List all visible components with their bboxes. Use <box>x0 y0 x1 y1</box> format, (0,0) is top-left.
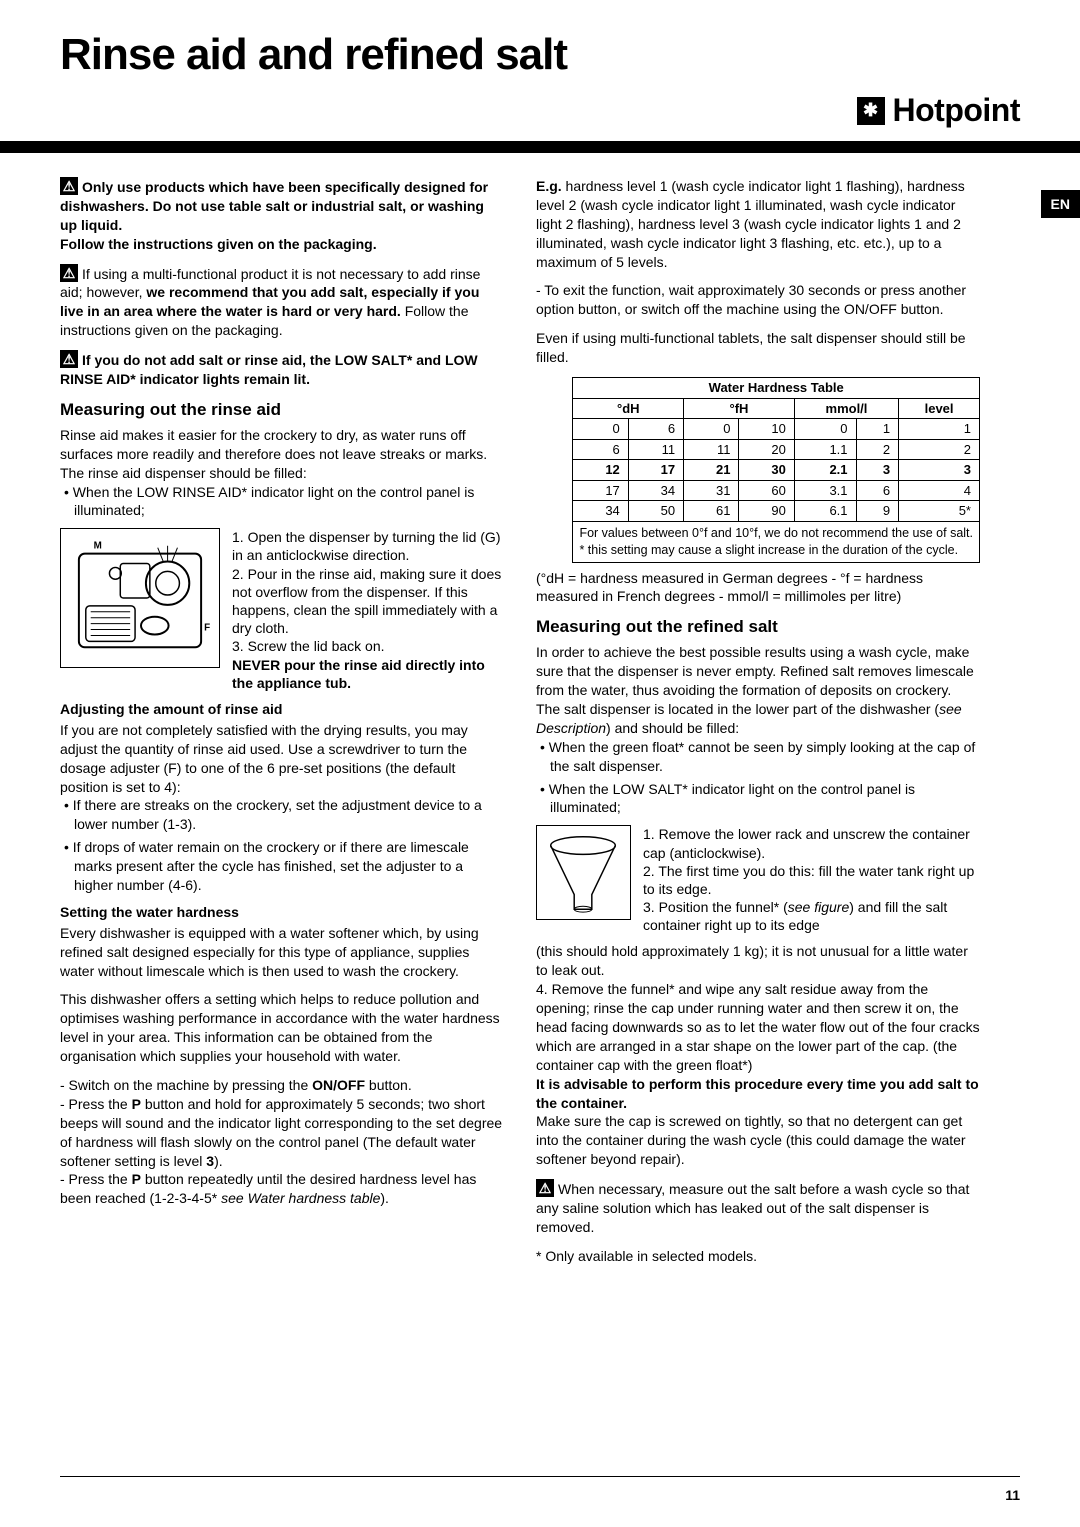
funnel-block: 1. Remove the lower rack and unscrew the… <box>536 825 980 934</box>
salt-bullet-2: • When the LOW SALT* indicator light on … <box>536 780 980 818</box>
dispenser-illustration: M F <box>60 528 220 668</box>
left-column: ⚠Only use products which have been speci… <box>60 177 504 1266</box>
brand-row: ✱ Hotpoint <box>60 92 1020 129</box>
warning-icon: ⚠ <box>60 350 78 368</box>
footnote: * Only available in selected models. <box>536 1247 980 1266</box>
dispenser-block: M F 1. Open the dispenser by turning the… <box>60 528 504 692</box>
water-hardness-table: Water Hardness Table °dH °fH mmol/l leve… <box>572 377 980 563</box>
funnel-illustration <box>536 825 631 920</box>
funnel-steps: 1. Remove the lower rack and unscrew the… <box>643 825 980 934</box>
rinse-fill-text: The rinse aid dispenser should be filled… <box>60 464 504 483</box>
rinse-intro: Rinse aid makes it easier for the crocke… <box>60 426 504 464</box>
table-row: 121721302.133 <box>573 460 980 481</box>
cap-tight: Make sure the cap is screwed on tightly,… <box>536 1112 980 1169</box>
header-rule <box>0 141 1080 153</box>
adjust-text: If you are not completely satisfied with… <box>60 721 504 797</box>
right-column: E.g. hardness level 1 (wash cycle indica… <box>536 177 1020 1266</box>
warning-salt-measure: ⚠When necessary, measure out the salt be… <box>536 1179 980 1237</box>
language-tab: EN <box>1041 190 1080 218</box>
dispenser-steps: 1. Open the dispenser by turning the lid… <box>232 528 504 692</box>
salt-bullet-1: • When the green float* cannot be seen b… <box>536 738 980 776</box>
table-row: 06010011 <box>573 419 980 440</box>
heading-hardness: Setting the water hardness <box>60 903 504 922</box>
multi-functional-note: ⚠If using a multi-functional product it … <box>60 264 504 341</box>
svg-text:M: M <box>94 541 102 552</box>
salt-p2: The salt dispenser is located in the low… <box>536 700 980 738</box>
rinse-bullet-1: • When the LOW RINSE AID* indicator ligh… <box>60 483 504 521</box>
warning-icon: ⚠ <box>60 177 78 195</box>
table-note: For values between 0°f and 10°f, we do n… <box>573 521 980 562</box>
footer-rule <box>60 1476 1020 1477</box>
salt-p1: In order to achieve the best possible re… <box>536 643 980 700</box>
salt-advise: It is advisable to perform this procedur… <box>536 1075 980 1113</box>
warning-icon: ⚠ <box>536 1179 554 1197</box>
heading-adjust-rinse: Adjusting the amount of rinse aid <box>60 700 504 719</box>
hardness-p2: This dishwasher offers a setting which h… <box>60 990 504 1066</box>
brand-name: Hotpoint <box>893 92 1021 129</box>
heading-rinse-aid: Measuring out the rinse aid <box>60 399 504 422</box>
hardness-step3: - Press the P button repeatedly until th… <box>60 1170 504 1208</box>
warning-products: ⚠Only use products which have been speci… <box>60 177 504 254</box>
warning-indicator: ⚠If you do not add salt or rinse aid, th… <box>60 350 504 389</box>
even-if-text: Even if using multi-functional tablets, … <box>536 329 980 367</box>
adjust-bullet-2: • If drops of water remain on the crocke… <box>60 838 504 895</box>
hardness-legend: (°dH = hardness measured in German degre… <box>536 569 980 607</box>
table-row: 345061906.195* <box>573 501 980 522</box>
page-number: 11 <box>1005 1487 1020 1503</box>
hardness-step2: - Press the P button and hold for approx… <box>60 1095 504 1171</box>
exit-text: - To exit the function, wait approximate… <box>536 281 980 319</box>
hardness-step1: - Switch on the machine by pressing the … <box>60 1076 504 1095</box>
warning-icon: ⚠ <box>60 264 78 282</box>
hardness-p1: Every dishwasher is equipped with a wate… <box>60 924 504 981</box>
content-columns: ⚠Only use products which have been speci… <box>60 177 1020 1266</box>
table-row: 173431603.164 <box>573 480 980 501</box>
table-header-row: °dH °fH mmol/l level <box>573 398 980 419</box>
adjust-bullet-1: • If there are streaks on the crockery, … <box>60 796 504 834</box>
funnel-step4: 4. Remove the funnel* and wipe any salt … <box>536 980 980 1074</box>
svg-text:F: F <box>204 623 210 634</box>
heading-salt: Measuring out the refined salt <box>536 616 980 639</box>
example-text: E.g. hardness level 1 (wash cycle indica… <box>536 177 980 271</box>
page-title: Rinse aid and refined salt <box>60 30 1020 80</box>
brand-icon: ✱ <box>857 97 885 125</box>
funnel-after: (this should hold approximately 1 kg); i… <box>536 942 980 980</box>
table-row: 61111201.122 <box>573 439 980 460</box>
